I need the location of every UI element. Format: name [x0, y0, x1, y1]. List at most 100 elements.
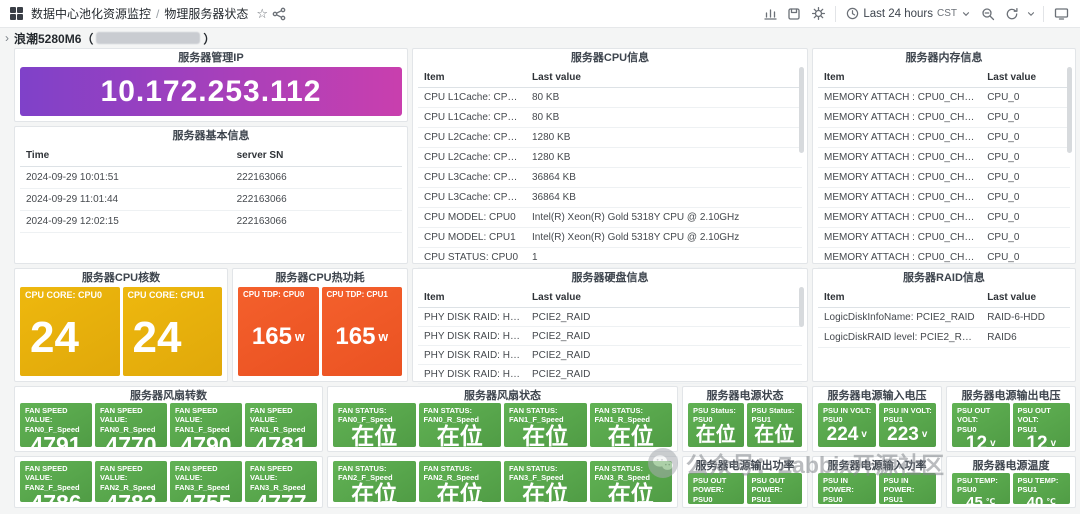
panel-basic-info: 服务器基本信息 Time server SN 2024-09-29 10:01:…	[14, 126, 408, 264]
stat-tile-psu-in-volt: PSU IN VOLT: PSU1 223 v	[878, 403, 936, 447]
panel-title[interactable]: 服务器电源状态	[706, 390, 784, 402]
cell: LogicDiskRAID level: PCIE2_RAID	[818, 327, 982, 348]
cell: CPU_0	[981, 127, 1070, 148]
panel-title[interactable]: 服务器风扇转数	[130, 390, 207, 402]
cell: 80 KB	[526, 87, 802, 108]
panel-cpu-info: 服务器CPU信息 Item Last value CPU L1Cache: CP…	[412, 48, 808, 268]
cell: 36864 KB	[526, 187, 802, 208]
stat-tile-fan-status: FAN STATUS: FAN0_R_Speed 在位	[418, 403, 501, 447]
cell: CPU_0	[981, 87, 1070, 108]
cell: PHY DISK RAID: HD...	[418, 326, 526, 346]
cell: PHY DISK RAID: HD...	[418, 307, 526, 327]
stat-tile-cpu-core-0: CPU CORE: CPU0 24	[20, 287, 120, 376]
memory-info-table: Item Last value MEMORY ATTACH : CPU0_CH0…	[818, 67, 1070, 268]
scrollbar[interactable]	[799, 67, 804, 258]
breadcrumb-page[interactable]: 物理服务器状态	[164, 7, 249, 21]
refresh-interval-chevron-icon[interactable]	[1025, 3, 1037, 25]
table-row: MEMORY ATTACH : CPU0_CH3_DIMM1CPU_0	[818, 227, 1070, 248]
column-header: Item	[418, 287, 526, 308]
panel-fan-status: 服务器风扇状态 FAN STATUS: FAN0_F_Speed 在位 FAN S…	[327, 386, 678, 452]
cell: PHY DISK RAID: HD...	[418, 345, 526, 365]
panel-title[interactable]: 服务器CPU热功耗	[275, 272, 365, 284]
table-row: MEMORY ATTACH : CPU0_CH1_DIMM1CPU_0	[818, 147, 1070, 168]
stat-tile-psu-status: PSU Status: PSU1 在位	[746, 403, 802, 447]
cell: RAID-6-HDD	[981, 307, 1070, 328]
table-row: MEMORY ATTACH : CPU0_CH4_DIMM0CPU_0	[818, 247, 1070, 268]
share-icon[interactable]	[268, 3, 290, 25]
table-row: MEMORY ATTACH : CPU0_CH0_DIMM1CPU_0	[818, 107, 1070, 128]
stat-tile-psu-in-power: PSU IN POWER:PSU1 193w	[878, 473, 936, 504]
add-visualization-icon[interactable]	[759, 3, 781, 25]
table-row: CPU STATUS: CPU0 1	[418, 247, 802, 268]
cell: 1	[526, 247, 802, 268]
sidebar-expand-icon[interactable]: ›	[5, 31, 9, 45]
stat-tile-psu-out-volt: PSU OUT VOLT: PSU1 12 v	[1012, 403, 1070, 447]
save-dashboard-icon[interactable]	[783, 3, 805, 25]
breadcrumb-dashboard[interactable]: 数据中心池化资源监控	[31, 7, 152, 21]
table-row: PHY DISK RAID: HD... PCIE2_RAID	[418, 326, 802, 346]
variable-label: 浪潮5280M6（	[14, 31, 94, 46]
cpu-info-table: Item Last value CPU L1Cache: CPU0 80 KB C…	[418, 67, 802, 268]
panel-title[interactable]: 服务器硬盘信息	[571, 272, 649, 284]
panel-title[interactable]: 服务器管理IP	[178, 52, 244, 64]
stat-tile-psu-out-volt: PSU OUT VOLT: PSU0 12 v	[952, 403, 1010, 447]
panel-psu-temp: 服务器电源温度 PSU TEMP: PSU0 45 ℃ PSU TEMP: PSU1 …	[946, 456, 1076, 508]
tv-mode-icon[interactable]	[1050, 3, 1072, 25]
stat-tile-fan-status: FAN STATUS: FAN1_F_Speed 在位	[504, 403, 587, 447]
panel-title[interactable]: 服务器电源输入电压	[827, 390, 927, 402]
table-row: CPU L3Cache: CPU0 36864 KB	[418, 167, 802, 188]
stat-tile-fan-status: FAN STATUS: FAN0_F_Speed 在位	[333, 403, 416, 447]
panel-title[interactable]: 服务器电源输出电压	[961, 390, 1061, 402]
apps-grid-icon[interactable]	[10, 7, 23, 20]
panel-raid-info: 服务器RAID信息 Item Last value LogicDiskInfoN…	[812, 268, 1076, 382]
cell: CPU_0	[981, 167, 1070, 188]
time-range-picker[interactable]: Last 24 hours CST	[842, 5, 975, 22]
table-header-row: Item Last value	[818, 287, 1070, 308]
panel-title[interactable]: 服务器CPU信息	[570, 52, 650, 64]
cell: RAID6	[981, 327, 1070, 348]
panel-cpu-cores: 服务器CPU核数 CPU CORE: CPU0 24 CPU CORE: CPU…	[14, 268, 228, 382]
panel-title[interactable]: 服务器电源温度	[972, 460, 1050, 472]
table-row: PHY DISK RAID: HD... PCIE2_RAID	[418, 307, 802, 327]
panel-title[interactable]: 服务器电源输入功率	[827, 460, 927, 472]
top-navbar: 数据中心池化资源监控 / 物理服务器状态 ☆ Last 24 hours CST	[0, 0, 1080, 28]
panel-title[interactable]: 服务器风扇状态	[464, 390, 541, 402]
panel-fan-status-2: FAN STATUS: FAN2_F_Speed 在位 FAN STATUS: FA…	[327, 456, 678, 508]
stat-tile-psu-status: PSU Status: PSU0 在位	[688, 403, 744, 447]
cell: 2024-09-29 11:01:44	[20, 188, 231, 211]
scrollbar[interactable]	[799, 287, 804, 376]
zoom-out-icon[interactable]	[977, 3, 999, 25]
panel-title[interactable]: 服务器内存信息	[905, 52, 983, 64]
server-variable-dropdown[interactable]: 浪潮5280M6（ ）	[14, 30, 215, 47]
timezone-label: CST	[937, 8, 957, 19]
panel-title[interactable]: 服务器基本信息	[172, 130, 250, 142]
cell: 2024-09-29 10:01:51	[20, 166, 231, 189]
cell: MEMORY ATTACH : CPU0_CH1_DIMM1	[818, 147, 982, 168]
panel-psu-in-volt: 服务器电源输入电压 PSU IN VOLT: PSU0 224 v PSU IN V…	[812, 386, 942, 452]
table-row: MEMORY ATTACH : CPU0_CH0_DIMM0CPU_0	[818, 87, 1070, 108]
star-icon[interactable]: ☆	[256, 6, 269, 21]
settings-gear-icon[interactable]	[807, 3, 829, 25]
table-row: 2024-09-29 12:02:15 222163066	[20, 210, 402, 233]
panel-title[interactable]: 服务器电源输出功率	[695, 460, 795, 472]
scrollbar[interactable]	[1067, 67, 1072, 258]
variable-suffix: ）	[203, 31, 216, 46]
divider	[835, 5, 837, 22]
cell: CPU MODEL: CPU0	[418, 207, 526, 228]
variable-bar: › 浪潮5280M6（ ）	[0, 28, 1080, 48]
panel-title[interactable]: 服务器CPU核数	[81, 272, 161, 284]
raid-info-table: Item Last value LogicDiskInfoName: PCIE2…	[818, 287, 1070, 348]
cell: 1280 KB	[526, 147, 802, 168]
cell: CPU L2Cache: CPU0	[418, 127, 526, 148]
cell: 36864 KB	[526, 167, 802, 188]
stat-tile-psu-out-power: PSU OUT POWER:PSU0 168w	[688, 473, 744, 504]
nav-actions: Last 24 hours CST	[759, 3, 1072, 25]
stat-tile-fan-status: FAN STATUS: FAN3_R_Speed 在位	[589, 461, 672, 502]
panel-title[interactable]: 服务器RAID信息	[903, 272, 985, 284]
column-header: Last value	[981, 287, 1070, 308]
table-row: PHY DISK RAID: HD... PCIE2_RAID	[418, 364, 802, 384]
cell: CPU MODEL: CPU1	[418, 227, 526, 248]
refresh-icon[interactable]	[1001, 3, 1023, 25]
cell: CPU STATUS: CPU0	[418, 247, 526, 268]
